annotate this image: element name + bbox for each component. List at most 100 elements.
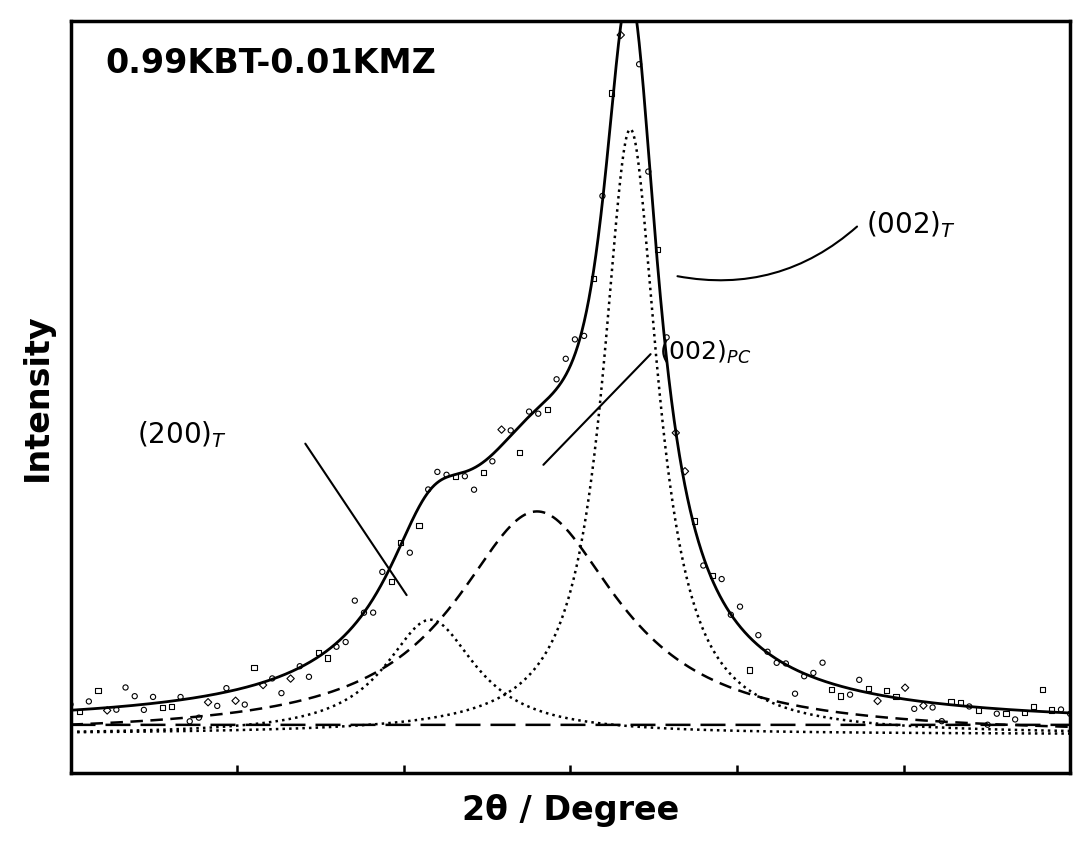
Point bbox=[493, 423, 511, 437]
(200)_T dot bbox=[447, 633, 460, 643]
Text: 0.99KBT-0.01KMZ: 0.99KBT-0.01KMZ bbox=[106, 47, 436, 81]
Point bbox=[401, 546, 419, 560]
Point bbox=[878, 683, 896, 697]
Point bbox=[712, 572, 730, 586]
bkg bbox=[936, 720, 949, 730]
Point bbox=[236, 698, 253, 711]
(002)_T dot bbox=[1044, 726, 1057, 736]
Point bbox=[437, 468, 455, 482]
Point bbox=[594, 189, 611, 203]
Point bbox=[997, 706, 1015, 720]
Point bbox=[768, 656, 786, 670]
Point bbox=[943, 695, 960, 708]
(002)_PC dash bbox=[1044, 721, 1057, 731]
Point bbox=[264, 672, 281, 685]
Point bbox=[897, 681, 914, 695]
Point bbox=[144, 690, 161, 704]
(002)_PC dash bbox=[178, 712, 191, 722]
Point bbox=[805, 667, 823, 680]
Point bbox=[300, 670, 317, 683]
Point bbox=[281, 672, 299, 685]
Point bbox=[117, 681, 134, 695]
(200)_T dot bbox=[491, 683, 504, 693]
Point bbox=[125, 689, 143, 703]
Point bbox=[795, 669, 813, 683]
Point bbox=[868, 695, 886, 708]
(002)_T dot bbox=[624, 124, 637, 134]
Point bbox=[310, 645, 327, 659]
Point bbox=[80, 695, 97, 708]
Line: (200)_T dot: (200)_T dot bbox=[71, 620, 1070, 734]
Point bbox=[787, 687, 804, 700]
Point bbox=[924, 700, 942, 714]
(002)_T dot bbox=[237, 725, 250, 735]
(002)_T dot bbox=[491, 694, 504, 704]
Point bbox=[851, 673, 868, 687]
Point bbox=[612, 28, 630, 42]
(002)_PC dash bbox=[491, 537, 504, 547]
Point bbox=[1016, 706, 1033, 719]
Point bbox=[154, 701, 171, 715]
bkg bbox=[237, 720, 250, 730]
Point bbox=[539, 403, 556, 416]
Point bbox=[1043, 703, 1060, 717]
Point bbox=[171, 690, 189, 704]
Text: $(002)_T$: $(002)_T$ bbox=[866, 209, 956, 240]
(002)_PC dash bbox=[64, 720, 77, 730]
Point bbox=[356, 606, 373, 620]
Y-axis label: Intensity: Intensity bbox=[21, 313, 53, 481]
Point bbox=[337, 635, 355, 649]
(200)_T dot bbox=[1064, 728, 1077, 739]
Point bbox=[71, 705, 88, 718]
Point bbox=[914, 699, 932, 712]
Point bbox=[741, 663, 758, 677]
Point bbox=[548, 372, 565, 386]
Point bbox=[860, 682, 877, 695]
Point bbox=[814, 656, 831, 669]
Point bbox=[483, 455, 501, 468]
Point bbox=[823, 683, 840, 696]
Point bbox=[649, 243, 667, 256]
(002)_PC dash bbox=[447, 598, 460, 608]
Point bbox=[98, 704, 116, 717]
Point bbox=[208, 699, 226, 712]
Point bbox=[631, 58, 648, 71]
Point bbox=[319, 651, 336, 665]
Text: $(002)_{PC}$: $(002)_{PC}$ bbox=[659, 338, 752, 365]
Point bbox=[456, 470, 473, 483]
bkg bbox=[1044, 720, 1057, 730]
Point bbox=[373, 565, 391, 578]
Point bbox=[758, 645, 776, 659]
(200)_T dot bbox=[178, 723, 191, 734]
Point bbox=[200, 695, 217, 709]
(002)_PC dash bbox=[530, 506, 543, 516]
Point bbox=[639, 165, 657, 178]
Point bbox=[512, 446, 529, 460]
Point bbox=[447, 469, 465, 483]
Point bbox=[135, 703, 153, 717]
bkg bbox=[178, 720, 191, 730]
(002)_T dot bbox=[1064, 726, 1077, 736]
Point bbox=[887, 690, 904, 704]
(002)_T dot bbox=[936, 722, 949, 733]
Point bbox=[704, 569, 721, 583]
Point bbox=[190, 711, 207, 724]
(002)_T dot bbox=[64, 728, 77, 738]
Point bbox=[291, 660, 309, 673]
Point bbox=[695, 559, 712, 572]
Point bbox=[346, 594, 363, 607]
Point bbox=[621, 0, 638, 3]
Point bbox=[181, 715, 199, 728]
bkg bbox=[447, 720, 460, 730]
Point bbox=[558, 352, 575, 365]
Point bbox=[163, 700, 180, 713]
Point bbox=[429, 465, 446, 478]
Point bbox=[676, 465, 694, 478]
Point bbox=[832, 689, 850, 703]
Point bbox=[392, 536, 409, 550]
bkg bbox=[491, 720, 504, 730]
Point bbox=[658, 331, 675, 344]
Point bbox=[566, 332, 584, 346]
Point bbox=[1034, 683, 1052, 696]
Point bbox=[777, 656, 794, 670]
